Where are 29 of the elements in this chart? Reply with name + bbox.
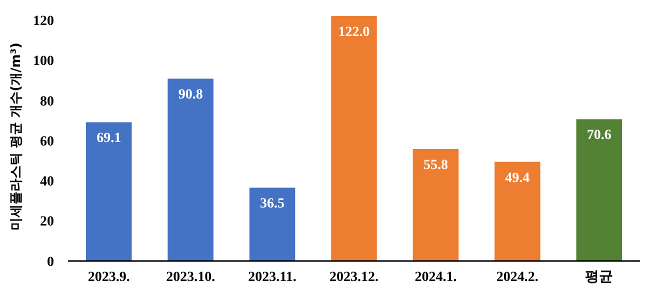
y-axis-title: 미세플라스틱 평균 개수(개/m³) — [9, 42, 24, 230]
x-tick-label: 2023.12. — [330, 270, 378, 285]
bar — [412, 148, 459, 261]
bar — [576, 119, 622, 261]
x-tick-label: 2024.2. — [496, 270, 538, 285]
bar — [249, 188, 296, 261]
y-tick-label: 20 — [40, 214, 54, 230]
data-label: 69.1 — [96, 131, 122, 146]
bar — [331, 16, 377, 261]
data-label: 49.4 — [505, 170, 530, 186]
data-label: 122.0 — [338, 25, 370, 40]
data-label: 36.5 — [260, 196, 285, 212]
y-tick-label: 80 — [40, 94, 54, 110]
x-tick-label: 평균 — [585, 270, 614, 285]
bar — [494, 162, 540, 261]
x-tick-label: 2023.9. — [88, 270, 130, 285]
y-tick-label: 120 — [33, 14, 54, 29]
x-tick-label: 2023.10. — [166, 270, 216, 285]
x-tick-label: 2024.1. — [414, 270, 457, 285]
data-label: 90.8 — [178, 88, 203, 103]
y-tick-label: 60 — [40, 134, 54, 150]
y-tick-label: 40 — [40, 174, 54, 190]
data-label: 55.8 — [423, 158, 448, 173]
bar — [168, 78, 214, 261]
data-label: 70.6 — [586, 128, 612, 144]
x-tick-label: 2023.11. — [248, 270, 296, 285]
y-tick-label: 0 — [47, 254, 54, 270]
bar — [86, 122, 132, 261]
y-tick-label: 100 — [33, 54, 54, 70]
